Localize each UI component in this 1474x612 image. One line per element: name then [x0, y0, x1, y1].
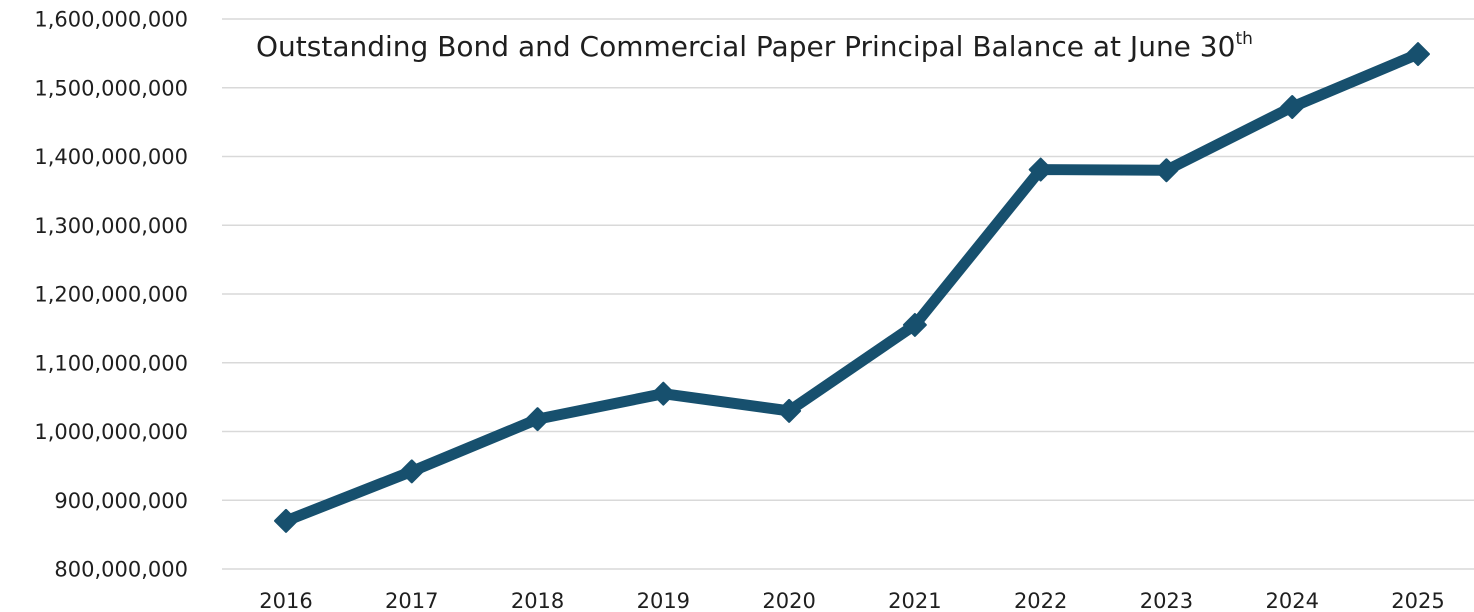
- data-point-marker: [1280, 95, 1305, 119]
- gridlines: [222, 18, 1474, 570]
- y-tick-label: 800,000,000: [54, 558, 188, 582]
- y-tick-label: 1,000,000,000: [34, 420, 188, 444]
- data-point-marker: [525, 407, 550, 432]
- data-point-marker: [1154, 158, 1179, 183]
- data-point-marker: [1406, 42, 1430, 67]
- x-tick-label: 2019: [637, 589, 690, 612]
- y-tick-label: 1,400,000,000: [34, 145, 188, 169]
- x-tick-label: 2024: [1265, 589, 1318, 612]
- series: [274, 42, 1430, 533]
- y-tick-label: 1,100,000,000: [34, 351, 188, 375]
- data-point-marker: [651, 381, 676, 406]
- x-tick-label: 2018: [511, 589, 564, 612]
- x-axis-ticks: 2016 2017 2018 2019 2020 2021 2022 2023 2024 2025: [259, 589, 1444, 612]
- x-tick-label: 2023: [1140, 589, 1193, 612]
- chart-title: Outstanding Bond and Commercial Paper Pr…: [256, 29, 1253, 63]
- x-tick-label: 2022: [1014, 589, 1067, 612]
- data-point-marker: [1028, 157, 1053, 182]
- x-tick-label: 2025: [1391, 589, 1444, 612]
- x-tick-label: 2020: [762, 589, 815, 612]
- y-axis-ticks: 800,000,000 900,000,000 1,000,000,000 1,100…: [34, 8, 188, 582]
- x-tick-label: 2016: [259, 589, 312, 612]
- chart-title-main: Outstanding Bond and Commercial Paper Pr…: [256, 30, 1235, 63]
- y-tick-label: 1,200,000,000: [34, 283, 188, 307]
- x-tick-label: 2021: [888, 589, 941, 612]
- y-tick-label: 1,600,000,000: [34, 8, 188, 32]
- data-point-marker: [777, 398, 802, 423]
- y-tick-label: 1,500,000,000: [34, 76, 188, 100]
- series-line: [280, 48, 1424, 527]
- data-point-marker: [902, 312, 927, 337]
- y-tick-label: 1,300,000,000: [34, 214, 188, 238]
- chart-title-superscript: th: [1235, 29, 1252, 49]
- y-tick-label: 900,000,000: [54, 489, 188, 513]
- data-point-marker: [274, 508, 298, 533]
- data-point-marker: [399, 459, 424, 484]
- x-tick-label: 2017: [385, 589, 438, 612]
